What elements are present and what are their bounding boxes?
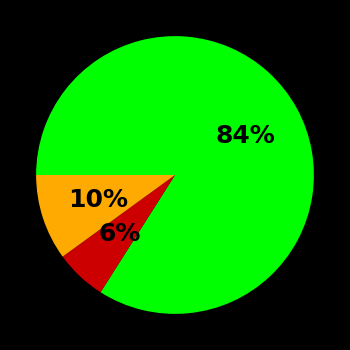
Text: 10%: 10%: [68, 188, 128, 212]
Wedge shape: [63, 175, 175, 292]
Wedge shape: [36, 36, 314, 314]
Text: 84%: 84%: [216, 124, 275, 148]
Wedge shape: [36, 175, 175, 257]
Text: 6%: 6%: [99, 222, 141, 246]
